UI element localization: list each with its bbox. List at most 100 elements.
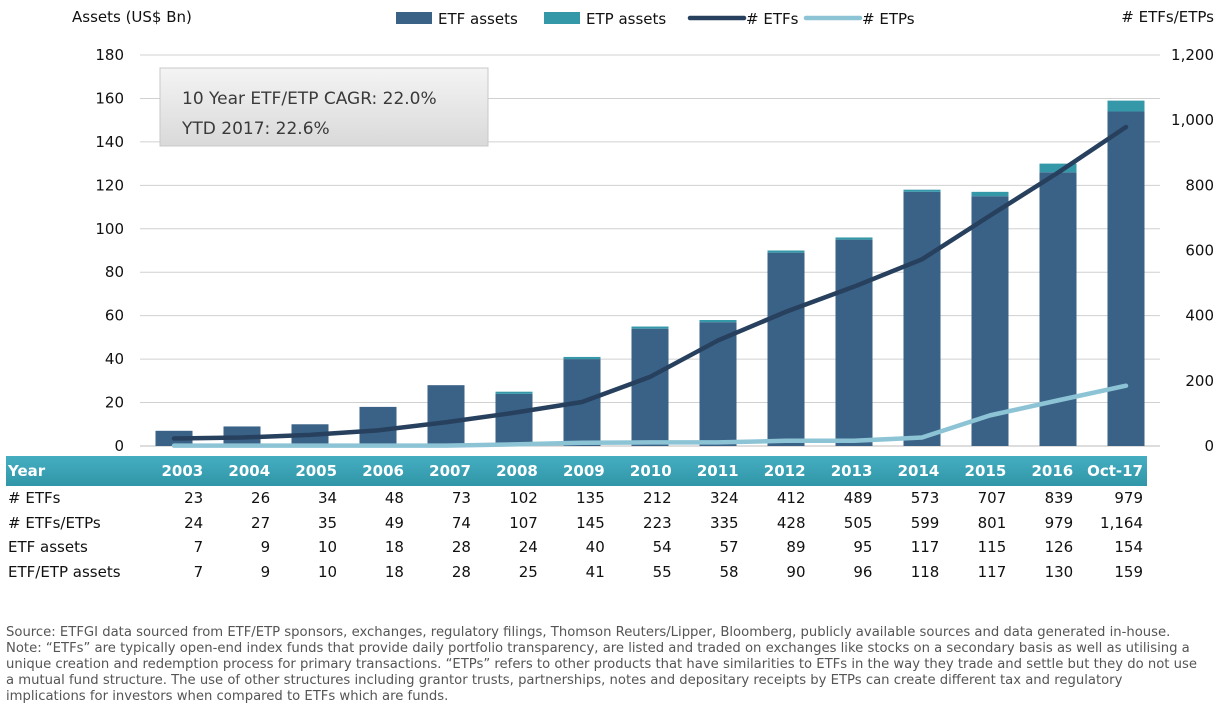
legend: ETF assets ETP assets # ETFs # ETPs [396, 10, 915, 28]
table-cell: 54 [652, 538, 672, 557]
right-axis-title: # ETFs/ETPs [1121, 8, 1214, 26]
data-table: Year 2003 2004 2005 2006 2007 2008 2009 2010 2011… [6, 456, 1147, 584]
table-header-year: 2012 [742, 456, 810, 486]
table-cell: 801 [977, 513, 1007, 532]
table-row: # ETFs 23 26 34 48 73 102 135 212 324 412 489 573 707… [6, 486, 1147, 511]
table-cell: 428 [776, 513, 806, 532]
table-cell: 145 [576, 513, 605, 532]
table-cell: 7 [193, 538, 204, 557]
bar-etp-assets [767, 250, 805, 253]
bar-etf-assets [903, 191, 941, 446]
table-cell: 505 [843, 513, 873, 532]
bar-etp-assets [835, 237, 873, 240]
table-cell: 23 [184, 489, 204, 508]
table-cell: 35 [317, 513, 338, 532]
table-cell: 979 [1044, 513, 1074, 532]
table-cell: 135 [576, 489, 605, 508]
bar-etp-assets [1039, 163, 1077, 173]
table-cell: 9 [260, 562, 271, 581]
legend-label: # ETPs [862, 10, 915, 28]
bar-etp-assets [1107, 100, 1145, 112]
y-tick-label: 160 [95, 89, 124, 107]
bar-etp-assets [563, 356, 601, 360]
table-cell: 27 [251, 513, 271, 532]
cagr-annotation: 10 Year ETF/ETP CAGR: 22.0% [182, 89, 437, 109]
table-header-label: Year [6, 456, 141, 486]
table-cell: 573 [910, 489, 940, 508]
bar-etp-assets [495, 391, 533, 394]
table-cell: 26 [251, 489, 271, 508]
ytd-annotation: YTD 2017: 22.6% [181, 119, 330, 139]
table-cell: 489 [843, 489, 873, 508]
y-tick-label: 180 [95, 46, 124, 64]
table-cell: 40 [585, 538, 605, 557]
bar-etf-assets [971, 196, 1009, 446]
y-tick-label: 100 [95, 220, 124, 238]
table-cell: 223 [643, 513, 672, 532]
table-cell: 48 [384, 489, 404, 508]
table-cell: 55 [652, 562, 672, 581]
table-cell: 599 [910, 513, 940, 532]
table-cell: 839 [1044, 489, 1074, 508]
left-axis-ticks: 0 20 40 60 80 100 120 140 160 180 [95, 46, 124, 455]
bar-etf-assets [835, 239, 873, 446]
bar-etf-assets [427, 385, 465, 446]
y-tick-label: 0 [114, 437, 124, 455]
table-cell: 130 [1044, 562, 1074, 581]
right-axis-ticks: 0 200 400 600 800 1,000 1,200 [1171, 46, 1214, 455]
line-etfs [171, 124, 1129, 441]
table-cell: 96 [853, 562, 873, 581]
table-cell: 102 [509, 489, 538, 508]
line-etps [171, 383, 1129, 448]
table-cell: 18 [384, 538, 404, 557]
legend-swatch [544, 12, 580, 24]
table-cell: 25 [518, 562, 538, 581]
table-cell: 41 [585, 562, 605, 581]
table-cell: 28 [451, 538, 471, 557]
table-cell: 24 [518, 538, 538, 557]
left-axis-title: Assets (US$ Bn) [72, 8, 192, 26]
table-header-year: 2008 [474, 456, 542, 486]
y-tick-label: 120 [95, 176, 124, 194]
bar-etp-assets [971, 191, 1009, 197]
table-row-label: ETF/ETP assets [8, 562, 121, 581]
table-row-label: # ETFs/ETPs [8, 513, 101, 532]
table-cell: 57 [719, 538, 739, 557]
y-tick-label: 60 [105, 307, 124, 325]
series-lines [171, 124, 1129, 448]
table-header-year: 2003 [140, 456, 208, 486]
table-row-label: # ETFs [8, 489, 61, 508]
table-header-year: 2014 [876, 456, 944, 486]
table-cell: 10 [317, 538, 338, 557]
table-header-year: 2010 [608, 456, 676, 486]
table-cell: 24 [184, 513, 204, 532]
table-cell: 89 [786, 538, 806, 557]
table-cell: 10 [317, 562, 338, 581]
table-cell: 7 [193, 562, 204, 581]
y2-tick-label: 600 [1185, 242, 1214, 260]
etf-etp-chart: 0 20 40 60 80 100 120 140 160 180 0 200 400 600 800 1,… [72, 8, 1214, 455]
y2-tick-label: 400 [1185, 307, 1214, 325]
bars [155, 100, 1145, 447]
table-cell: 95 [853, 538, 873, 557]
y-tick-label: 140 [95, 133, 124, 151]
table-cell: 49 [384, 513, 404, 532]
bar-etf-assets [767, 252, 805, 446]
table-cell: 412 [776, 489, 806, 508]
legend-label: # ETFs [746, 10, 799, 28]
cagr-annotation-box: 10 Year ETF/ETP CAGR: 22.0% YTD 2017: 22… [159, 67, 489, 147]
table-header-year: 2004 [207, 456, 275, 486]
table-cell: 118 [910, 562, 940, 581]
bar-etf-assets [495, 393, 533, 446]
table-cell: 74 [451, 513, 471, 532]
table-row: ETF assets 7 9 10 18 28 24 40 54 57 89 95 117 115 126 1… [6, 535, 1147, 560]
table-header-year: 2013 [809, 456, 877, 486]
table-header-year: 2011 [675, 456, 743, 486]
table-row-label: ETF assets [8, 538, 88, 557]
table-cell: 154 [1114, 538, 1143, 557]
table-row: ETF/ETP assets 7 9 10 18 28 25 41 55 58 90 96 118 117… [6, 560, 1147, 585]
table-cell: 979 [1114, 489, 1143, 508]
legend-label: ETF assets [438, 10, 518, 28]
table-header-year: 2005 [274, 456, 342, 486]
bar-etf-assets [1107, 111, 1145, 446]
